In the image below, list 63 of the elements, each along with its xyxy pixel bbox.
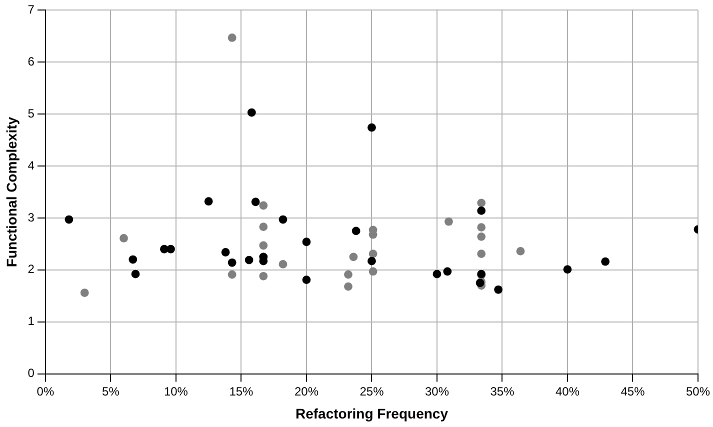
y-tick-label: 5 <box>28 106 35 120</box>
point <box>128 255 138 264</box>
point <box>302 238 311 246</box>
point <box>259 201 268 210</box>
point <box>278 215 288 224</box>
point <box>349 252 358 262</box>
point <box>344 270 352 279</box>
point <box>444 217 453 226</box>
point <box>477 223 486 232</box>
point <box>368 123 376 132</box>
x-tick-label: 0% <box>36 384 54 398</box>
x-tick-label: 35% <box>490 384 515 398</box>
x-tick-label: 30% <box>424 384 450 398</box>
point <box>247 108 256 117</box>
point <box>516 247 525 256</box>
x-tick-label: 5% <box>102 384 120 398</box>
point <box>228 258 236 267</box>
point <box>477 206 486 215</box>
point <box>477 232 486 241</box>
point <box>494 285 503 294</box>
point <box>244 256 254 264</box>
x-tick-label: 50% <box>686 384 710 398</box>
point <box>120 234 128 242</box>
x-axis-title: Refactoring Frequency <box>295 405 448 422</box>
point <box>221 248 230 256</box>
point <box>131 270 140 278</box>
point <box>352 226 360 236</box>
x-tick-label: 20% <box>294 384 319 398</box>
y-tick-label: 1 <box>28 314 35 328</box>
y-tick-label: 7 <box>28 2 35 17</box>
point <box>601 257 610 266</box>
point <box>228 270 236 279</box>
point <box>368 267 378 276</box>
point <box>443 267 452 276</box>
x-tick-label: 15% <box>229 384 254 398</box>
x-tick-label: 45% <box>620 384 646 398</box>
point <box>166 244 175 254</box>
point <box>344 282 352 291</box>
y-tick-label: 3 <box>28 210 35 224</box>
point <box>368 250 378 258</box>
point <box>228 34 236 42</box>
x-tick-label: 10% <box>164 384 188 398</box>
point <box>368 256 376 266</box>
point <box>477 250 486 258</box>
y-tick-label: 0 <box>28 366 35 380</box>
x-tick-label: 40% <box>555 384 580 398</box>
point <box>278 260 288 268</box>
point <box>259 272 268 280</box>
point <box>64 215 74 224</box>
y-tick-label: 4 <box>28 158 35 172</box>
point <box>477 198 486 208</box>
point <box>251 198 260 206</box>
y-tick-label: 2 <box>28 262 35 276</box>
point <box>259 241 268 250</box>
y-tick-label: 6 <box>28 54 35 68</box>
point <box>204 197 213 206</box>
point <box>80 288 89 297</box>
point <box>259 222 268 231</box>
point <box>302 276 311 284</box>
y-axis-title: Functional Complexity <box>3 116 20 268</box>
point <box>563 265 572 274</box>
point <box>432 270 442 278</box>
x-tick-label: 25% <box>360 384 384 398</box>
